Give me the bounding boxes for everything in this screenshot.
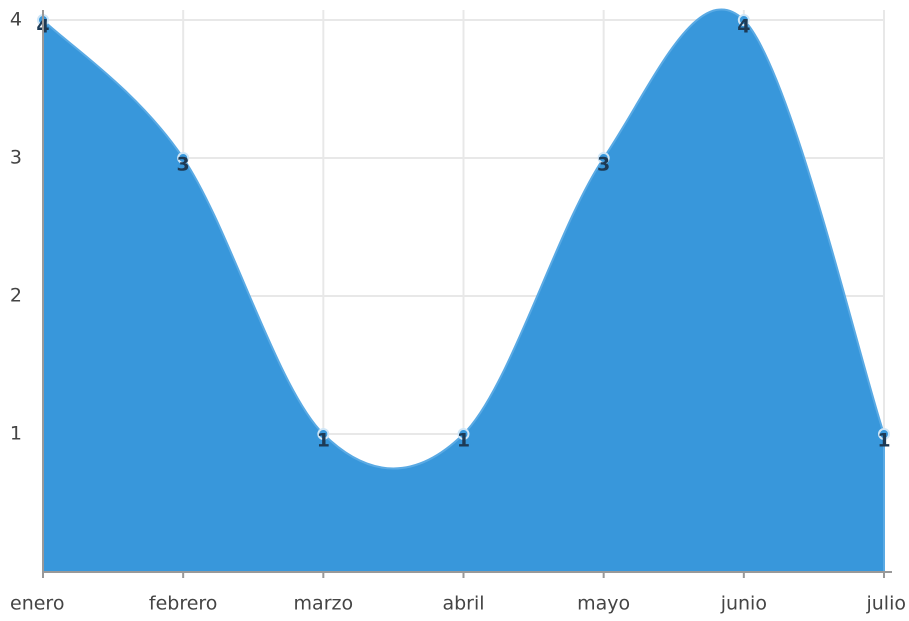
x-tick-label: febrero <box>149 593 218 615</box>
data-label: 1 <box>317 430 330 452</box>
point <box>177 152 190 164</box>
x-tick-label: marzo <box>294 593 354 615</box>
data-label: 4 <box>737 16 750 38</box>
x-tick-label: enero <box>10 593 64 615</box>
y-tick-label: 2 <box>10 285 22 307</box>
data-label: 3 <box>597 154 610 176</box>
x-tick-label: julio <box>865 593 906 615</box>
data-label: 3 <box>177 154 190 176</box>
y-tick-label: 3 <box>10 147 22 169</box>
y-tick-label: 4 <box>10 9 22 31</box>
point <box>737 14 750 26</box>
point <box>457 428 470 440</box>
data-label: 1 <box>877 430 890 452</box>
data-label: 1 <box>457 430 470 452</box>
x-tick-label: junio <box>720 593 767 615</box>
point <box>878 428 890 440</box>
x-tick-label: abril <box>442 593 484 615</box>
point <box>597 152 610 164</box>
point <box>317 428 330 440</box>
area <box>42 8 885 573</box>
x-tick-label: mayo <box>577 593 630 615</box>
y-tick-label: 1 <box>10 423 22 445</box>
